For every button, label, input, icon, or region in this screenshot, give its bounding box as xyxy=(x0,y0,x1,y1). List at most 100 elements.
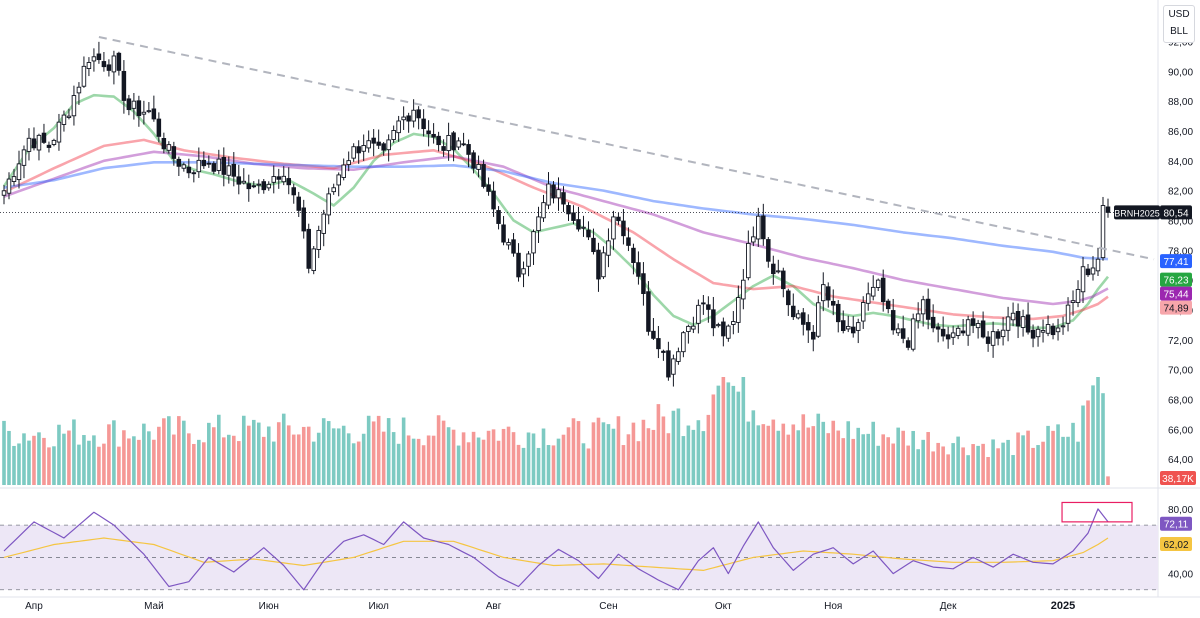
month-label[interactable]: 2025 xyxy=(1051,600,1075,612)
candle-body[interactable] xyxy=(496,210,501,224)
candle-body[interactable] xyxy=(141,111,147,115)
candle-body[interactable] xyxy=(1095,258,1101,272)
candle-body[interactable] xyxy=(1000,329,1006,338)
candle-body[interactable] xyxy=(206,162,212,165)
candle-body[interactable] xyxy=(41,132,47,143)
candle-body[interactable] xyxy=(671,358,676,375)
candle-body[interactable] xyxy=(536,216,541,232)
candle-body[interactable] xyxy=(506,242,511,246)
candle-body[interactable] xyxy=(311,248,316,272)
candle-body[interactable] xyxy=(316,230,321,250)
candle-body[interactable] xyxy=(1030,329,1036,339)
candle-body[interactable] xyxy=(591,237,596,253)
candle-body[interactable] xyxy=(81,65,87,87)
candle-body[interactable] xyxy=(326,193,331,216)
candle-body[interactable] xyxy=(1060,325,1066,328)
candle-body[interactable] xyxy=(51,139,57,145)
candle-body[interactable] xyxy=(1025,314,1031,333)
candle-body[interactable] xyxy=(716,324,721,327)
candle-body[interactable] xyxy=(156,118,162,137)
candle-body[interactable] xyxy=(711,309,716,329)
candle-body[interactable] xyxy=(985,336,991,344)
candle-body[interactable] xyxy=(666,350,671,378)
candle-body[interactable] xyxy=(885,300,891,310)
candle-body[interactable] xyxy=(391,130,396,140)
candle-body[interactable] xyxy=(581,226,586,229)
candle-body[interactable] xyxy=(1010,312,1016,321)
candle-body[interactable] xyxy=(6,178,12,194)
candle-body[interactable] xyxy=(975,323,981,329)
candle-body[interactable] xyxy=(1005,316,1011,331)
candle-body[interactable] xyxy=(875,279,881,288)
candle-body[interactable] xyxy=(221,156,227,175)
candle-body[interactable] xyxy=(691,325,696,330)
candle-body[interactable] xyxy=(1045,324,1051,334)
candle-body[interactable] xyxy=(386,139,391,151)
candle-body[interactable] xyxy=(111,55,117,73)
candle-body[interactable] xyxy=(606,240,611,256)
candle-body[interactable] xyxy=(256,183,262,186)
candle-body[interactable] xyxy=(601,252,606,278)
candle-body[interactable] xyxy=(556,189,561,199)
candle-body[interactable] xyxy=(356,146,361,154)
candle-body[interactable] xyxy=(1035,328,1041,338)
candle-body[interactable] xyxy=(586,229,591,238)
candle-body[interactable] xyxy=(1,190,7,196)
candle-body[interactable] xyxy=(880,277,886,303)
candle-body[interactable] xyxy=(870,286,876,297)
candle-body[interactable] xyxy=(955,327,961,336)
candle-body[interactable] xyxy=(616,216,621,222)
candle-body[interactable] xyxy=(806,322,811,331)
month-label[interactable]: Сен xyxy=(599,601,617,612)
candle-body[interactable] xyxy=(146,110,152,113)
candle-body[interactable] xyxy=(411,109,416,122)
candle-body[interactable] xyxy=(216,158,222,171)
candle-body[interactable] xyxy=(905,340,911,348)
candle-body[interactable] xyxy=(416,109,421,119)
candle-body[interactable] xyxy=(281,175,286,183)
candle-body[interactable] xyxy=(161,138,167,150)
candle-body[interactable] xyxy=(46,144,52,148)
candle-body[interactable] xyxy=(366,140,371,149)
candle-body[interactable] xyxy=(251,185,257,188)
candle-body[interactable] xyxy=(66,115,72,118)
candle-body[interactable] xyxy=(1040,330,1046,333)
candle-body[interactable] xyxy=(576,219,581,230)
candle-body[interactable] xyxy=(246,183,252,190)
candle-body[interactable] xyxy=(865,293,871,304)
candle-body[interactable] xyxy=(26,137,32,152)
candle-body[interactable] xyxy=(431,133,436,138)
trendline[interactable] xyxy=(98,36,1155,261)
candle-body[interactable] xyxy=(1015,311,1021,327)
candle-body[interactable] xyxy=(211,163,217,172)
candle-body[interactable] xyxy=(336,174,341,186)
candle-body[interactable] xyxy=(526,253,531,267)
candle-body[interactable] xyxy=(741,279,746,300)
candle-body[interactable] xyxy=(101,61,107,68)
candle-body[interactable] xyxy=(131,100,137,109)
candle-body[interactable] xyxy=(826,286,831,301)
candle-body[interactable] xyxy=(426,130,431,135)
candle-body[interactable] xyxy=(1105,206,1111,213)
candle-body[interactable] xyxy=(776,270,781,273)
candle-body[interactable] xyxy=(960,330,966,334)
candle-body[interactable] xyxy=(840,320,846,332)
candle-body[interactable] xyxy=(831,300,836,306)
month-label[interactable]: Май xyxy=(144,601,164,612)
candle-body[interactable] xyxy=(721,321,726,337)
candle-body[interactable] xyxy=(791,305,796,318)
candle-body[interactable] xyxy=(686,325,691,332)
candle-body[interactable] xyxy=(376,141,381,146)
candle-body[interactable] xyxy=(266,183,272,189)
candle-body[interactable] xyxy=(21,149,27,166)
candle-body[interactable] xyxy=(1100,205,1106,259)
candle-body[interactable] xyxy=(446,135,451,152)
candle-body[interactable] xyxy=(860,302,866,322)
candle-body[interactable] xyxy=(895,328,901,334)
candle-body[interactable] xyxy=(551,184,556,199)
candle-body[interactable] xyxy=(626,237,631,246)
candle-body[interactable] xyxy=(611,216,616,240)
candle-body[interactable] xyxy=(181,164,187,169)
